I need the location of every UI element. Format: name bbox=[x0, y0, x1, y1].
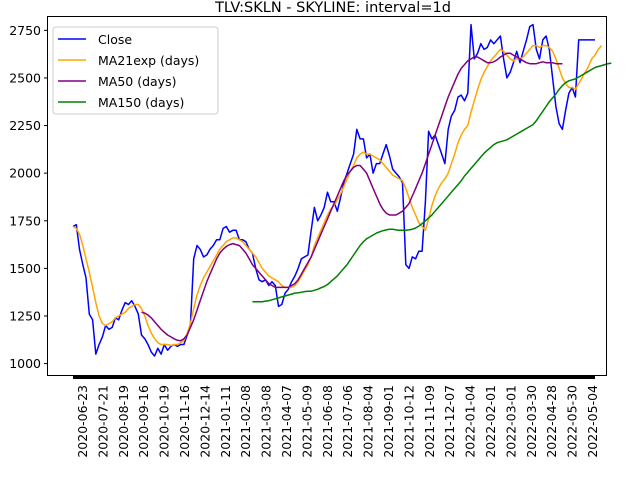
x-tick-label: 2020-09-16 bbox=[136, 385, 151, 458]
legend: Close MA21exp (days) MA50 (days) MA150 (… bbox=[52, 26, 219, 115]
series-ma50 bbox=[141, 52, 563, 342]
x-tick-label: 2021-07-06 bbox=[340, 385, 355, 458]
series-close bbox=[72, 23, 595, 357]
x-tick-label: 2020-06-23 bbox=[75, 385, 90, 458]
y-tick-label: 1250 bbox=[9, 308, 41, 323]
legend-label-ma50: MA50 (days) bbox=[98, 74, 176, 89]
x-tick-label: 2022-05-30 bbox=[565, 385, 580, 458]
x-tick-label: 2020-10-19 bbox=[157, 385, 172, 458]
x-tick-label: 2021-06-08 bbox=[320, 385, 335, 458]
x-tick-label: 2020-08-19 bbox=[116, 385, 131, 458]
x-tick-label: 2021-03-08 bbox=[259, 385, 274, 458]
x-tick-label: 2021-02-08 bbox=[238, 385, 253, 458]
x-tick-label: 2022-05-04 bbox=[585, 385, 600, 458]
y-tick-label: 2000 bbox=[9, 166, 41, 181]
y-axis: 1000 1250 1500 1750 2000 2250 2500 2750 bbox=[9, 23, 48, 371]
x-tick-label: 2022-03-30 bbox=[524, 385, 539, 458]
legend-box bbox=[52, 26, 219, 115]
x-tick-label: 2022-01-04 bbox=[463, 385, 478, 458]
x-tick-label: 2021-04-07 bbox=[279, 385, 294, 458]
x-tick-label: 2020-11-16 bbox=[177, 385, 192, 458]
x-axis: 2020-06-23 2020-07-21 2020-08-19 2020-09-16… bbox=[73, 375, 600, 458]
y-tick-label: 1000 bbox=[9, 356, 41, 371]
x-tick-label: 2021-10-12 bbox=[401, 385, 416, 458]
series-ma150 bbox=[252, 62, 612, 303]
x-tick-label: 2021-09-01 bbox=[381, 385, 396, 458]
series-ma21exp bbox=[72, 44, 603, 347]
x-tick-label: 2021-08-04 bbox=[361, 385, 376, 458]
x-tick-label: 2022-04-28 bbox=[544, 385, 559, 458]
legend-label-ma21exp: MA21exp (days) bbox=[98, 53, 199, 68]
x-tick-label: 2021-11-09 bbox=[422, 385, 437, 458]
y-tick-label: 2500 bbox=[9, 70, 41, 85]
chart-title: TLV:SKLN - SKYLINE: interval=1d bbox=[214, 0, 451, 16]
x-ticks-dense bbox=[73, 375, 595, 379]
y-tick-label: 1500 bbox=[9, 261, 41, 276]
x-tick-label: 2020-12-14 bbox=[197, 385, 212, 458]
y-tick-label: 2250 bbox=[9, 118, 41, 133]
legend-label-close: Close bbox=[98, 32, 132, 47]
y-tick-label: 1750 bbox=[9, 213, 41, 228]
y-tick-label: 2750 bbox=[9, 23, 41, 38]
x-tick-label: 2021-01-11 bbox=[218, 385, 233, 458]
x-tick-label: 2020-07-21 bbox=[95, 385, 110, 458]
x-tick-label: 2022-03-01 bbox=[503, 385, 518, 458]
x-tick-label: 2021-05-09 bbox=[299, 385, 314, 458]
x-tick-label: 2022-02-01 bbox=[483, 385, 498, 458]
x-tick-label: 2021-12-07 bbox=[442, 385, 457, 458]
legend-label-ma150: MA150 (days) bbox=[98, 95, 184, 110]
